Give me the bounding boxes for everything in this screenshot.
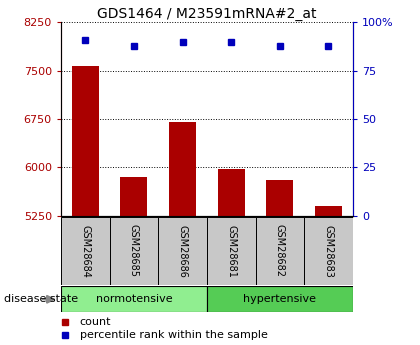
Bar [121,177,147,216]
Bar [61,217,110,285]
Text: count: count [79,317,111,327]
Bar [61,286,207,312]
Text: GSM28684: GSM28684 [80,225,90,277]
Text: GSM28682: GSM28682 [275,225,285,277]
Bar [207,286,353,312]
Bar [207,217,255,285]
Bar [304,217,353,285]
Text: normotensive: normotensive [96,294,172,304]
Bar [218,169,244,216]
Bar [72,66,99,216]
Text: GSM28681: GSM28681 [226,225,236,277]
Text: hypertensive: hypertensive [243,294,316,304]
Text: GSM28685: GSM28685 [129,225,139,277]
Bar [158,217,207,285]
Title: GDS1464 / M23591mRNA#2_at: GDS1464 / M23591mRNA#2_at [97,7,317,21]
Bar [110,217,158,285]
Bar [266,179,293,216]
Bar [315,206,342,216]
Text: percentile rank within the sample: percentile rank within the sample [79,331,268,341]
Text: GSM28683: GSM28683 [323,225,333,277]
Bar [255,217,304,285]
Text: GSM28686: GSM28686 [178,225,187,277]
Text: disease state: disease state [4,294,78,304]
Bar [169,122,196,216]
